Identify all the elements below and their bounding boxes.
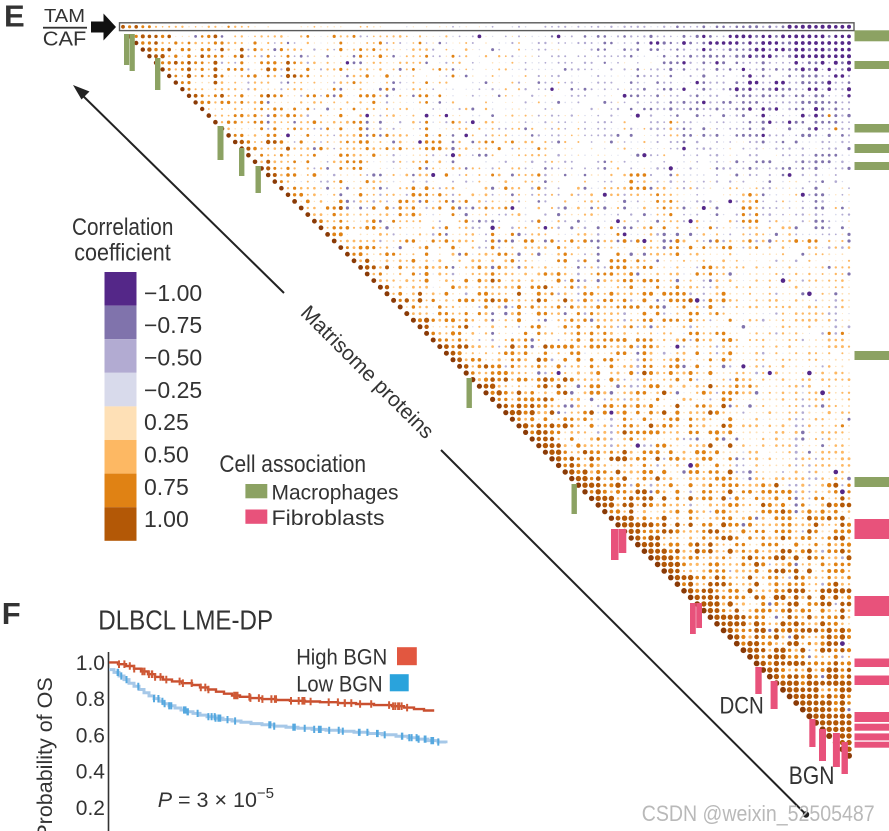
svg-text:CAF: CAF [43, 29, 87, 51]
svg-text:TAM: TAM [44, 5, 85, 26]
svg-text:E: E [4, 0, 25, 34]
